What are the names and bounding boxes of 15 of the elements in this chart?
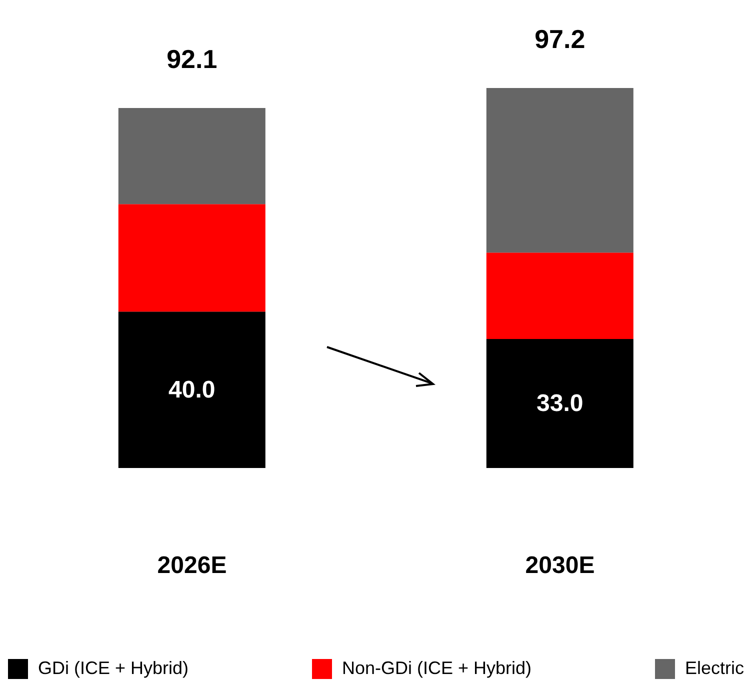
bar: [486, 88, 634, 253]
legend-label: GDi (ICE + Hybrid): [38, 658, 189, 679]
total-label: 92.1: [166, 44, 218, 74]
bar: [486, 252, 634, 339]
bar: [118, 204, 266, 312]
bar: [486, 338, 634, 468]
x-tick-label: 2030E: [525, 552, 595, 580]
legend-label: Non-GDi (ICE + Hybrid): [342, 658, 532, 679]
legend-label: Electric: [684, 658, 744, 679]
bar: [118, 108, 266, 204]
total-label: 97.2: [534, 24, 586, 54]
data-label: 40.0: [168, 376, 216, 404]
data-label: 33.0: [536, 390, 584, 417]
x-tick-label: 2026E: [157, 552, 227, 580]
bar: [118, 312, 266, 468]
